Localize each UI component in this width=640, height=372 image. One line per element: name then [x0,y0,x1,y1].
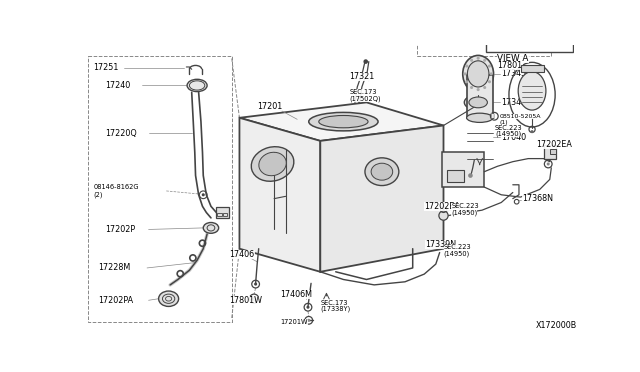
Ellipse shape [308,112,378,131]
Text: 17040: 17040 [501,132,526,141]
Text: 17202EA: 17202EA [424,202,460,211]
Ellipse shape [319,115,368,128]
Circle shape [470,86,473,89]
Text: 17251: 17251 [93,63,118,72]
Circle shape [465,80,468,83]
Text: 08510-5205A: 08510-5205A [500,114,541,119]
Circle shape [465,64,468,68]
Text: SEC.223: SEC.223 [444,244,471,250]
Text: 17368N: 17368N [522,194,553,203]
Ellipse shape [463,55,493,92]
Circle shape [477,88,480,91]
Text: 17339N: 17339N [425,240,456,249]
Bar [447,170,463,182]
Text: 17342Q: 17342Q [501,98,533,107]
Circle shape [488,80,491,83]
Text: 17201: 17201 [257,102,282,111]
Circle shape [254,283,257,286]
Text: (17502Q): (17502Q) [349,95,381,102]
Circle shape [252,296,257,301]
Text: 17220Q: 17220Q [105,129,136,138]
Circle shape [531,130,534,133]
Polygon shape [239,102,444,141]
Text: X172000B: X172000B [536,321,577,330]
Ellipse shape [259,152,286,176]
Circle shape [463,73,467,76]
Circle shape [477,57,480,60]
Ellipse shape [371,163,393,180]
Circle shape [364,59,368,64]
Ellipse shape [467,113,493,122]
Circle shape [483,86,486,89]
Text: Ⓐ: Ⓐ [491,113,495,119]
Bar [217,212,221,217]
Text: 17201W: 17201W [280,319,308,325]
Text: 17801: 17801 [497,61,522,70]
Bar [417,0,551,56]
Text: 17321: 17321 [349,73,375,81]
Text: (17338Y): (17338Y) [320,305,351,312]
Text: SEC.223: SEC.223 [495,125,523,131]
Text: (14950): (14950) [451,209,477,216]
Text: 17343: 17343 [501,70,526,78]
Circle shape [488,64,491,68]
Circle shape [307,319,310,322]
Text: SEC.223: SEC.223 [451,203,479,209]
Text: 08146-8162G: 08146-8162G [93,184,139,190]
Polygon shape [320,125,444,272]
Text: SEC.173: SEC.173 [320,299,348,305]
Text: 17228M: 17228M [99,263,131,272]
Circle shape [547,163,550,166]
Text: (14950): (14950) [444,250,470,257]
Ellipse shape [204,222,219,233]
Bar [223,212,227,217]
Ellipse shape [187,79,207,92]
Circle shape [483,59,486,62]
Circle shape [490,73,493,76]
Ellipse shape [464,95,492,110]
Text: 17240: 17240 [105,81,130,90]
Text: SEC.173: SEC.173 [349,89,377,95]
Text: 17801W: 17801W [230,296,262,305]
Polygon shape [239,118,320,272]
Circle shape [468,173,473,178]
Ellipse shape [159,291,179,307]
Text: 17406M: 17406M [280,291,312,299]
Ellipse shape [252,147,294,181]
Text: (2): (2) [93,192,102,198]
Text: VIEW A: VIEW A [497,54,529,63]
Circle shape [470,59,473,62]
Bar [486,0,573,52]
Text: 17202EA: 17202EA [536,140,572,149]
Bar [543,145,556,158]
Ellipse shape [467,61,489,87]
Ellipse shape [365,158,399,186]
Circle shape [202,193,205,196]
Text: (14950): (14950) [495,131,522,137]
Bar [520,65,543,71]
Bar [467,76,493,118]
Text: 17202PA: 17202PA [99,296,134,305]
Text: (1): (1) [500,120,508,125]
Bar [550,148,556,154]
Bar [216,207,230,218]
Bar [442,153,484,187]
Circle shape [439,211,448,220]
Ellipse shape [518,71,546,110]
Text: 17406: 17406 [230,250,255,259]
Ellipse shape [469,97,488,108]
Circle shape [307,306,310,309]
Text: 17202P: 17202P [105,225,135,234]
